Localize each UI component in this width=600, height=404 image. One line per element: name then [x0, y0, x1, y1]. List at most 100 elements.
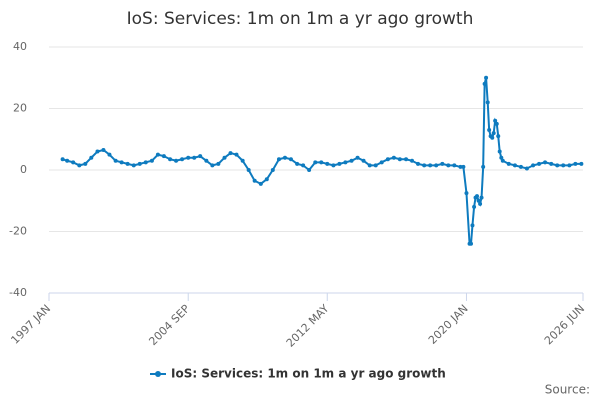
point: [192, 155, 197, 160]
point: [464, 191, 469, 196]
point: [149, 158, 154, 163]
point: [198, 154, 203, 159]
point: [493, 118, 498, 123]
point: [446, 163, 451, 168]
point: [458, 164, 463, 169]
point: [204, 158, 209, 163]
point: [331, 163, 336, 168]
point: [282, 155, 287, 160]
point: [246, 168, 251, 172]
point: [410, 158, 415, 163]
point: [216, 161, 221, 166]
point: [416, 161, 421, 166]
point: [579, 161, 584, 166]
point: [168, 157, 173, 162]
point: [288, 157, 293, 162]
point: [524, 166, 529, 171]
point: [71, 160, 76, 165]
point: [474, 194, 479, 199]
point: [228, 151, 233, 156]
point: [107, 152, 112, 157]
point: [264, 177, 269, 182]
point: [496, 134, 501, 139]
point: [499, 155, 504, 160]
point: [252, 178, 257, 183]
point: [531, 163, 536, 168]
x-tick-label: 2012 MAY: [284, 302, 332, 350]
point: [337, 161, 342, 166]
point: [155, 152, 160, 157]
point: [469, 241, 474, 246]
y-tick-label: 40: [13, 40, 27, 53]
point: [234, 152, 239, 157]
point: [295, 161, 300, 166]
point: [506, 161, 511, 166]
point: [89, 155, 94, 160]
point: [367, 163, 372, 168]
point: [222, 155, 227, 160]
point: [119, 160, 124, 165]
point: [355, 155, 360, 160]
point: [101, 148, 106, 153]
x-tick-label: 2004 SEP: [146, 302, 192, 348]
legend-label: IoS: Services: 1m on 1m a yr ago growth: [171, 367, 446, 381]
point: [555, 163, 560, 168]
point: [325, 161, 330, 166]
point: [113, 158, 118, 163]
point: [95, 149, 100, 154]
point: [461, 164, 466, 169]
point: [83, 161, 88, 166]
point: [319, 160, 324, 165]
point: [349, 158, 354, 163]
point: [452, 163, 457, 168]
point: [276, 157, 281, 162]
point: [373, 163, 378, 168]
chart-title: IoS: Services: 1m on 1m a yr ago growth: [127, 9, 474, 29]
point: [391, 155, 396, 160]
point: [490, 135, 495, 140]
point: [567, 163, 572, 168]
point: [137, 161, 142, 166]
point: [482, 81, 487, 86]
point: [440, 161, 445, 166]
point: [478, 201, 483, 206]
point: [470, 223, 475, 228]
point: [484, 75, 489, 80]
point: [258, 181, 263, 186]
point: [476, 198, 481, 203]
point: [543, 160, 548, 165]
point: [125, 161, 130, 166]
point: [434, 163, 439, 168]
y-tick-label: 0: [20, 163, 27, 176]
point: [472, 204, 477, 209]
point: [307, 168, 312, 172]
point: [404, 157, 409, 162]
x-tick-label: 2026 JUN: [542, 302, 587, 347]
source: Source:: [545, 383, 590, 397]
point: [186, 155, 191, 160]
x-tick-label: 2020 JAN: [426, 302, 471, 347]
point: [497, 149, 502, 154]
point: [301, 163, 306, 168]
point: [343, 160, 348, 165]
point: [65, 158, 70, 163]
point: [397, 157, 402, 162]
point: [77, 163, 82, 168]
point: [573, 161, 578, 166]
point: [240, 158, 245, 163]
y-tick-label: 20: [13, 102, 27, 115]
point: [313, 160, 318, 165]
point: [385, 157, 390, 162]
point: [485, 100, 490, 105]
point: [537, 161, 542, 166]
x-tick-label: 1997 JAN: [8, 302, 53, 347]
point: [361, 158, 366, 163]
point: [422, 163, 427, 168]
point: [270, 168, 275, 172]
point: [481, 164, 486, 169]
point: [174, 158, 179, 163]
point: [487, 128, 492, 133]
point: [561, 163, 566, 168]
point: [60, 157, 65, 162]
point: [210, 163, 215, 168]
